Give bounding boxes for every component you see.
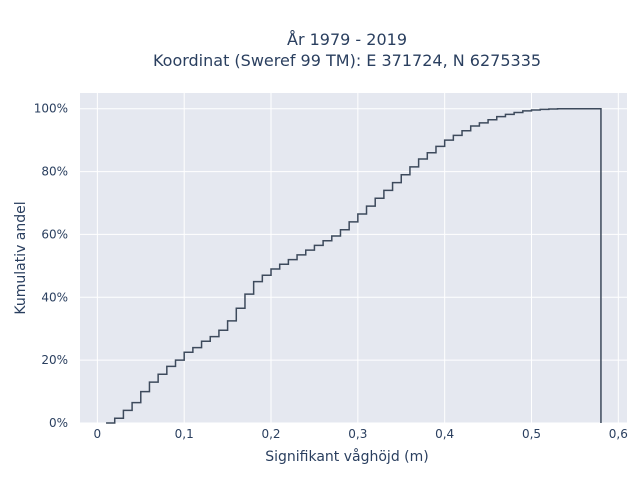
y-tick-label: 0% xyxy=(49,416,68,430)
chart-title-line2: Koordinat (Sweref 99 TM): E 371724, N 62… xyxy=(153,51,541,70)
y-axis-ticks: 0% 20% 40% 60% 80% 100% xyxy=(34,102,68,430)
x-tick-label: 0,2 xyxy=(261,427,280,441)
y-gridlines xyxy=(80,108,627,424)
x-axis-ticks: 0 0,1 0,2 0,3 0,4 0,5 0,6 xyxy=(94,427,628,441)
x-axis-title: Signifikant våghöjd (m) xyxy=(265,448,428,465)
y-tick-label: 100% xyxy=(34,102,68,116)
x-tick-label: 0,4 xyxy=(435,427,454,441)
chart-title-line1: År 1979 - 2019 xyxy=(287,30,407,49)
cumulative-distribution-line xyxy=(106,107,602,424)
plot-area xyxy=(80,93,627,423)
y-axis-title: Kumulativ andel xyxy=(13,201,29,314)
x-gridlines xyxy=(96,93,619,423)
x-tick-label: 0,6 xyxy=(609,427,628,441)
y-tick-label: 20% xyxy=(41,353,68,367)
x-tick-label: 0,1 xyxy=(175,427,194,441)
y-tick-label: 60% xyxy=(41,227,68,241)
x-tick-label: 0 xyxy=(94,427,102,441)
x-tick-label: 0,5 xyxy=(522,427,541,441)
x-tick-label: 0,3 xyxy=(348,427,367,441)
y-tick-label: 40% xyxy=(41,290,68,304)
y-tick-label: 80% xyxy=(41,165,68,179)
